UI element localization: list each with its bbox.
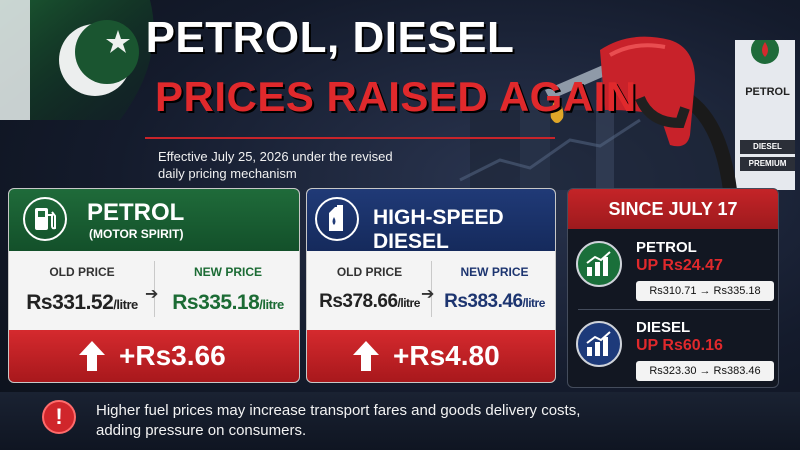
diesel-old-price: OLD PRICE Rs378.66/litre	[307, 253, 432, 321]
arrow-up-icon	[353, 341, 379, 371]
since-petrol-change: UP Rs24.47	[636, 257, 723, 274]
petrol-card-header: PETROL (MOTOR SPIRIT)	[9, 189, 299, 251]
headline-line1: PETROL, DIESEL	[145, 13, 515, 62]
exclamation-icon: !	[42, 400, 76, 434]
diesel-price-card: HIGH-SPEED DIESEL OLD PRICE Rs378.66/lit…	[306, 188, 556, 383]
since-july-panel: SINCE JULY 17 PETROL UP Rs24.47 Rs310.71…	[567, 188, 779, 388]
since-diesel-item: DIESEL UP Rs60.16 Rs323.30 → Rs383.46	[568, 315, 778, 387]
sign-petrol-label: PETROL	[745, 86, 790, 98]
pakistan-flag	[0, 0, 154, 120]
headline-line2: PRICES RAISED AGAIN	[155, 73, 637, 120]
sign-premium-label: PREMIUM	[740, 157, 795, 171]
since-petrol-range: Rs310.71 → Rs335.18	[636, 281, 774, 301]
petrol-card-title: PETROL	[87, 199, 185, 226]
effective-line1: Effective July 25, 2026 under the revise…	[158, 149, 393, 164]
old-price-value: Rs331.52	[26, 291, 114, 314]
arrow-right-icon: ➔	[145, 286, 159, 303]
effective-line2: daily pricing mechanism	[158, 166, 297, 181]
fuel-can-icon	[315, 197, 359, 241]
since-petrol-name: PETROL	[636, 239, 697, 256]
trend-up-icon	[576, 241, 622, 287]
petrol-increase-banner: +Rs3.66	[9, 330, 299, 382]
fuel-pump-icon	[23, 197, 67, 241]
unit-label: /litre	[522, 296, 546, 310]
since-petrol-item: PETROL UP Rs24.47 Rs310.71 → Rs335.18	[568, 235, 778, 307]
diesel-increase-banner: +Rs4.80	[307, 330, 555, 382]
diesel-increase-value: +Rs4.80	[393, 340, 500, 371]
new-price-value: Rs335.18	[172, 291, 260, 314]
since-diesel-range: Rs323.30 → Rs383.46	[636, 361, 774, 381]
since-diesel-change: UP Rs60.16	[636, 337, 723, 354]
unit-label: /litre	[397, 296, 421, 310]
since-diesel-name: DIESEL	[636, 319, 691, 336]
new-price-label: NEW PRICE	[460, 265, 529, 279]
diesel-card-title: HIGH-SPEED DIESEL	[373, 206, 504, 253]
new-price-value: Rs383.46	[444, 291, 523, 312]
old-price-label: OLD PRICE	[336, 265, 403, 279]
diesel-card-header: HIGH-SPEED DIESEL	[307, 189, 555, 253]
unit-label: /litre	[259, 297, 284, 312]
trend-up-icon	[576, 321, 622, 367]
unit-label: /litre	[113, 297, 138, 312]
arrow-up-icon	[79, 341, 105, 371]
petrol-old-price: OLD PRICE Rs331.52/litre	[9, 253, 155, 321]
old-price-label: OLD PRICE	[49, 265, 115, 279]
petrol-increase-value: +Rs3.66	[119, 340, 226, 371]
headline-divider	[145, 137, 555, 139]
diesel-new-price: NEW PRICE Rs383.46/litre	[432, 253, 555, 321]
arrow-right-icon: ➔	[421, 286, 435, 303]
footer-line1: Higher fuel prices may increase transpor…	[96, 402, 581, 419]
footer-warning-text: Higher fuel prices may increase transpor…	[96, 401, 736, 441]
petrol-price-card: PETROL (MOTOR SPIRIT) OLD PRICE Rs331.52…	[8, 188, 300, 383]
fuel-drop-icon	[550, 96, 564, 123]
petrol-new-price: NEW PRICE Rs335.18/litre	[155, 253, 299, 321]
since-divider	[578, 309, 770, 310]
effective-date-text: Effective July 25, 2026 under the revise…	[158, 148, 458, 182]
old-price-value: Rs378.66	[319, 291, 398, 312]
since-panel-title: SINCE JULY 17	[568, 189, 778, 229]
footer-warning-bar: ! Higher fuel prices may increase transp…	[0, 392, 800, 450]
new-price-label: NEW PRICE	[193, 265, 262, 279]
footer-line2: adding pressure on consumers.	[96, 422, 307, 439]
petrol-price-row: OLD PRICE Rs331.52/litre ➔ NEW PRICE Rs3…	[9, 253, 299, 321]
sign-diesel-label: DIESEL	[740, 140, 795, 154]
diesel-price-row: OLD PRICE Rs378.66/litre ➔ NEW PRICE Rs3…	[307, 253, 555, 321]
price-divider	[154, 261, 155, 317]
petrol-card-subtitle: (MOTOR SPIRIT)	[89, 227, 184, 241]
fuel-nozzle-icon	[545, 36, 737, 190]
price-divider	[431, 261, 432, 317]
